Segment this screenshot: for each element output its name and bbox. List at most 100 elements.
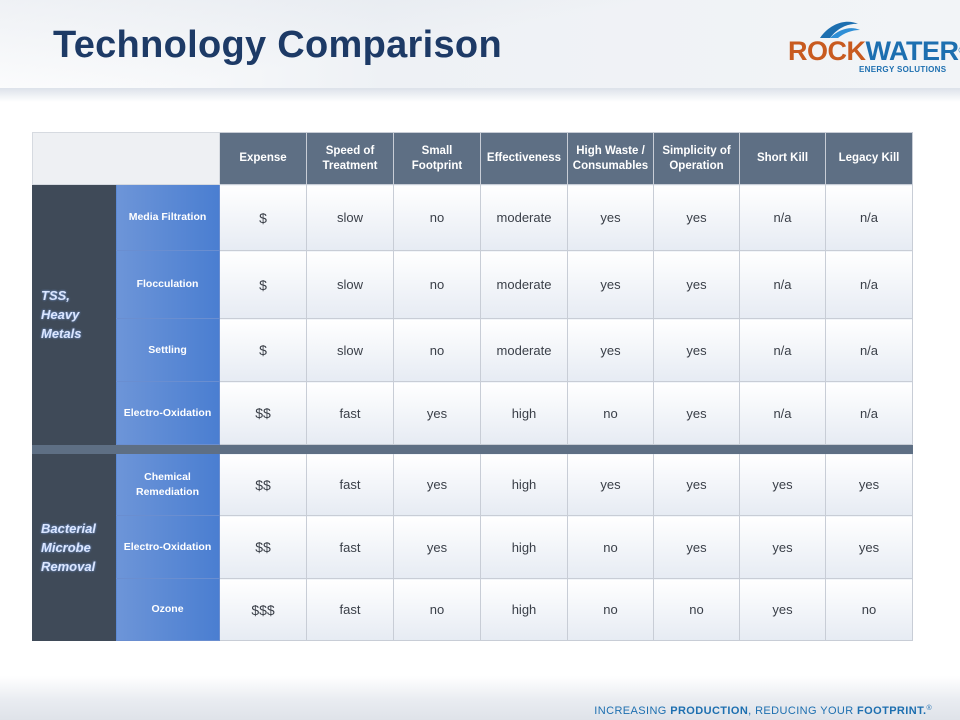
cell-waste: yes: [567, 184, 654, 251]
logo-wave-icon: [820, 21, 860, 38]
comparison-table: Expense Speed of Treatment Small Footpri…: [32, 132, 913, 641]
cell-effectiveness: moderate: [480, 250, 568, 319]
cell-simplicity: yes: [653, 184, 740, 251]
cell-legacy-kill: yes: [825, 453, 913, 516]
cell-legacy-kill: no: [825, 578, 913, 641]
technology-name: Chemical Remediation: [115, 453, 220, 516]
cell-legacy-kill: n/a: [825, 318, 913, 382]
cell-expense: $$: [219, 453, 307, 516]
cell-legacy-kill: n/a: [825, 250, 913, 319]
cell-effectiveness: high: [480, 453, 568, 516]
company-logo: ROCKWATER® ENERGY SOLUTIONS: [786, 20, 960, 76]
cell-waste: no: [567, 515, 654, 579]
cell-simplicity: yes: [653, 515, 740, 579]
cell-waste: yes: [567, 453, 654, 516]
cell-expense: $: [219, 250, 307, 319]
cell-simplicity: yes: [653, 381, 740, 445]
separator-cell: [825, 444, 913, 454]
cell-short-kill: yes: [739, 515, 826, 579]
cell-footprint: no: [393, 250, 481, 319]
cell-expense: $$: [219, 381, 307, 445]
group-separator-row: [32, 444, 913, 454]
separator-cell: [115, 444, 220, 454]
separator-cell: [739, 444, 826, 454]
cell-short-kill: n/a: [739, 381, 826, 445]
column-header-footprint: Small Footprint: [393, 132, 481, 185]
column-header-effectiveness: Effectiveness: [480, 132, 568, 185]
group-label-line: Heavy: [41, 307, 80, 322]
column-header-waste: High Waste / Consumables: [567, 132, 654, 185]
column-header-short-kill: Short Kill: [739, 132, 826, 185]
technology-name: Media Filtration: [115, 184, 220, 251]
cell-effectiveness: high: [480, 578, 568, 641]
cell-expense: $$: [219, 515, 307, 579]
separator-cell: [393, 444, 481, 454]
separator-cell: [567, 444, 654, 454]
separator-cell: [32, 444, 116, 454]
cell-speed: fast: [306, 381, 394, 445]
header-shadow: [0, 88, 960, 102]
group-label-line: TSS,: [41, 288, 70, 303]
group-label-line: Removal: [41, 558, 96, 574]
technology-name: Flocculation: [115, 250, 220, 319]
cell-footprint: no: [393, 318, 481, 382]
page-title: Technology Comparison: [53, 24, 502, 66]
header-decoration: [0, 0, 960, 90]
separator-cell: [480, 444, 568, 454]
cell-speed: fast: [306, 515, 394, 579]
cell-footprint: yes: [393, 381, 481, 445]
cell-speed: slow: [306, 184, 394, 251]
logo-word-water: WATER: [865, 36, 960, 66]
cell-footprint: no: [393, 578, 481, 641]
cell-short-kill: n/a: [739, 184, 826, 251]
cell-short-kill: yes: [739, 578, 826, 641]
tagline-bold-1: PRODUCTION: [670, 705, 749, 717]
header-band: [0, 0, 960, 90]
group-label-line: Microbe: [41, 539, 91, 555]
cell-effectiveness: moderate: [480, 184, 568, 251]
table-row: Flocculation $ slow no moderate yes yes n/a n/a: [33, 250, 913, 319]
cell-waste: no: [567, 578, 654, 641]
cell-simplicity: no: [653, 578, 740, 641]
cell-footprint: yes: [393, 515, 481, 579]
cell-speed: slow: [306, 318, 394, 382]
cell-short-kill: n/a: [739, 250, 826, 319]
separator-cell: [219, 444, 307, 454]
cell-waste: yes: [567, 318, 654, 382]
cell-effectiveness: high: [480, 515, 568, 579]
cell-short-kill: n/a: [739, 318, 826, 382]
table-row: Settling $ slow no moderate yes yes n/a n/a: [33, 318, 913, 382]
cell-speed: fast: [306, 453, 394, 516]
separator-cell: [653, 444, 740, 454]
logo-subtitle: ENERGY SOLUTIONS: [859, 65, 947, 74]
cell-legacy-kill: yes: [825, 515, 913, 579]
cell-waste: no: [567, 381, 654, 445]
table-row: Bacterial Microbe Removal Chemical Remediat…: [32, 453, 913, 641]
cell-expense: $: [219, 318, 307, 382]
cell-short-kill: yes: [739, 453, 826, 516]
technology-name: Electro-Oxidation: [115, 515, 220, 579]
group-label-cell: Bacterial Microbe Removal: [32, 453, 116, 641]
column-header-legacy-kill: Legacy Kill: [825, 132, 913, 185]
cell-simplicity: yes: [653, 453, 740, 516]
cell-simplicity: yes: [653, 318, 740, 382]
cell-expense: $$$: [219, 578, 307, 641]
group-label-line: Metals: [41, 326, 82, 341]
footer-band: [0, 676, 960, 720]
cell-simplicity: yes: [653, 250, 740, 319]
table-row: Electro-Oxidation $$ fast yes high no yes yes ye…: [33, 515, 913, 579]
cell-speed: slow: [306, 250, 394, 319]
cell-effectiveness: high: [480, 381, 568, 445]
logo-trademark: ®: [959, 46, 960, 55]
logo-word-rock: ROCK: [788, 36, 866, 66]
comparison-table-container: Expense Speed of Treatment Small Footpri…: [32, 132, 913, 641]
technology-name: Electro-Oxidation: [115, 381, 220, 445]
group-label-line: Bacterial: [41, 520, 96, 536]
separator-cell: [306, 444, 394, 454]
table-corner: [32, 132, 220, 185]
column-header-speed: Speed of Treatment: [306, 132, 394, 185]
technology-name: Ozone: [115, 578, 220, 641]
header-row: Expense Speed of Treatment Small Footpri…: [32, 132, 913, 185]
cell-waste: yes: [567, 250, 654, 319]
cell-expense: $: [219, 184, 307, 251]
